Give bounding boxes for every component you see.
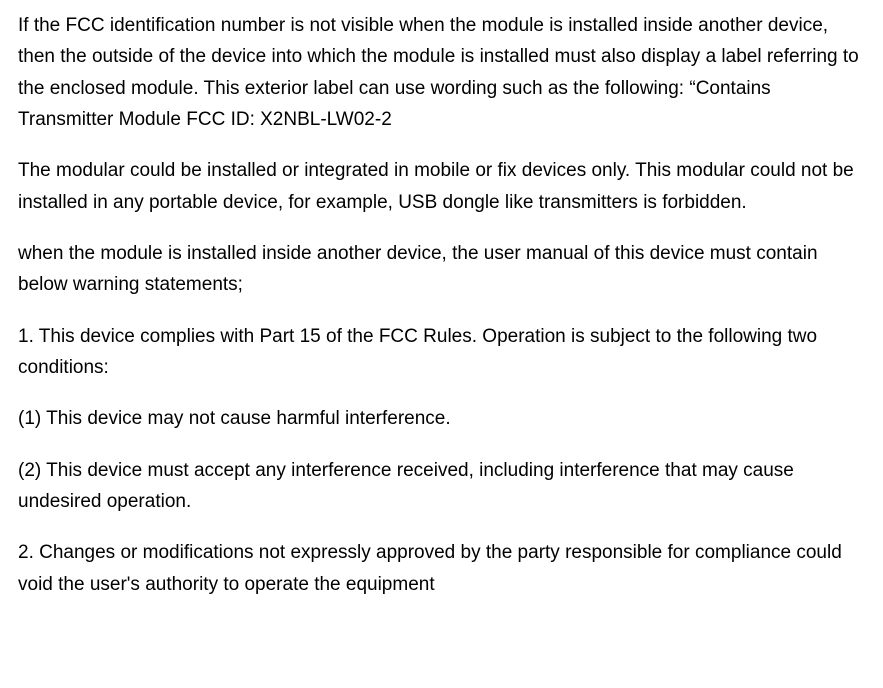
paragraph: (1) This device may not cause harmful in…	[18, 403, 865, 434]
paragraph: (2) This device must accept any interfer…	[18, 455, 865, 518]
paragraph: 2. Changes or modifications not expressl…	[18, 537, 865, 600]
paragraph: If the FCC identification number is not …	[18, 10, 865, 135]
paragraph: when the module is installed inside anot…	[18, 238, 865, 301]
document-page: If the FCC identification number is not …	[0, 0, 883, 688]
paragraph: 1. This device complies with Part 15 of …	[18, 321, 865, 384]
paragraph: The modular could be installed or integr…	[18, 155, 865, 218]
